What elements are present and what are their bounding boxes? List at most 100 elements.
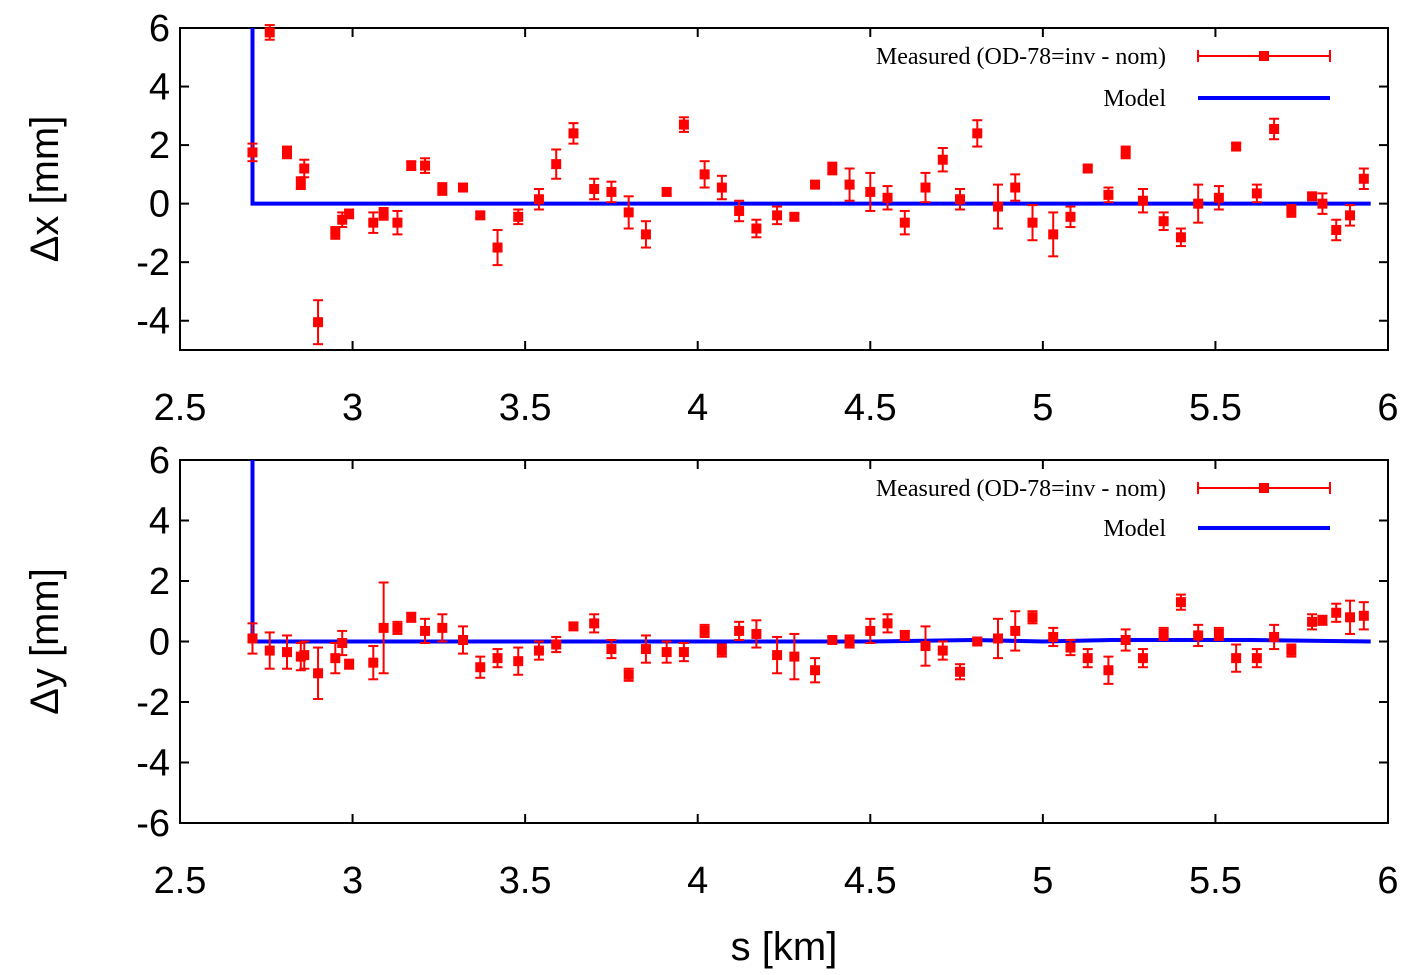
data-point — [1103, 665, 1114, 676]
data-point — [1269, 123, 1280, 134]
y-axis-label: Δx [mm] — [23, 116, 67, 263]
x-tick-label: 5.5 — [1189, 387, 1242, 429]
data-point — [406, 612, 417, 623]
data-point — [623, 669, 634, 680]
data-point — [1137, 653, 1148, 664]
data-point — [1286, 645, 1297, 656]
data-point — [406, 160, 417, 171]
data-point — [623, 207, 634, 218]
x-tick-label: 2.5 — [154, 387, 207, 429]
data-point — [751, 223, 762, 234]
data-point — [299, 163, 310, 174]
data-point — [589, 618, 600, 629]
data-point — [344, 208, 355, 219]
data-point — [368, 217, 379, 228]
panel-dy: 2.5 3 3.5 4 4.5 5 5.5 6 6 4 2 0 -2 -4 -6 Δy [mm] Measure… — [23, 440, 1399, 902]
data-point — [1103, 189, 1114, 200]
data-point — [568, 621, 579, 632]
data-point — [865, 186, 876, 197]
data-point — [1251, 188, 1262, 199]
data-point — [533, 645, 544, 656]
data-point — [772, 210, 783, 221]
data-point — [882, 618, 893, 629]
legend-label-model: Model — [1103, 86, 1166, 112]
data-point — [337, 638, 348, 649]
data-point — [247, 147, 258, 158]
data-point — [589, 184, 600, 194]
data-point — [678, 119, 689, 130]
data-point — [699, 169, 710, 180]
y-tick-label: 0 — [149, 622, 170, 664]
data-point — [551, 639, 562, 650]
y-tick-label: -4 — [136, 743, 170, 785]
x-tick-label: 3.5 — [499, 860, 552, 902]
data-point — [1175, 232, 1186, 243]
x-tick-label: 4.5 — [844, 387, 897, 429]
data-point — [1175, 597, 1186, 608]
data-point — [937, 154, 948, 165]
y-tick-label: -2 — [136, 242, 170, 284]
data-point — [1120, 634, 1131, 645]
x-tick-label: 5.5 — [1189, 860, 1242, 902]
y-tick-label: -2 — [136, 682, 170, 724]
data-point — [1193, 630, 1204, 641]
data-point — [533, 194, 544, 205]
data-point — [661, 186, 672, 197]
x-tick-label: 6 — [1377, 387, 1398, 429]
x-tick-label: 3 — [342, 860, 363, 902]
data-point — [281, 647, 292, 658]
data-point — [810, 179, 821, 190]
data-point — [1286, 205, 1297, 216]
data-point — [1158, 628, 1169, 639]
y-tick-label: -4 — [136, 301, 170, 343]
data-point — [1317, 615, 1328, 626]
data-point — [1307, 191, 1318, 202]
y-tick-label: 2 — [149, 561, 170, 603]
x-tick-label: 3.5 — [499, 387, 552, 429]
data-point — [992, 633, 1003, 644]
data-point — [827, 163, 838, 174]
x-tick-label: 6 — [1377, 860, 1398, 902]
data-point — [772, 650, 783, 661]
data-point — [844, 179, 855, 190]
y-tick-label: 2 — [149, 125, 170, 167]
y-axis-label: Δy [mm] — [23, 568, 67, 715]
data-point — [392, 622, 403, 633]
data-point — [264, 27, 275, 38]
x-tick-label: 2.5 — [154, 860, 207, 902]
data-point — [1065, 642, 1076, 653]
data-point — [475, 210, 486, 221]
data-point — [751, 628, 762, 639]
data-point — [378, 622, 389, 633]
x-tick-label: 3 — [342, 387, 363, 429]
data-point — [1213, 192, 1224, 203]
data-point — [420, 160, 431, 171]
data-point — [513, 211, 524, 222]
data-point — [1269, 631, 1280, 642]
data-point — [247, 633, 258, 644]
data-point — [844, 636, 855, 647]
data-point — [1082, 163, 1093, 174]
data-point — [1120, 147, 1131, 158]
data-point — [458, 634, 469, 645]
data-point — [640, 229, 651, 240]
data-point — [1231, 141, 1242, 152]
data-point — [661, 647, 672, 658]
model-line — [250, 28, 1371, 206]
data-point — [1307, 616, 1318, 627]
data-point — [475, 662, 486, 673]
panel-dx: 2.5 3 3.5 4 4.5 5 5.5 6 6 4 2 0 -2 -4 Δx [mm] Measured … — [23, 8, 1399, 429]
x-tick-label: 5 — [1032, 387, 1053, 429]
x-axis-label: s [km] — [731, 925, 838, 969]
data-point — [827, 634, 838, 645]
data-point — [344, 659, 355, 670]
data-point — [330, 227, 341, 238]
data-point — [937, 645, 948, 656]
data-point — [606, 644, 617, 655]
data-point — [810, 665, 821, 676]
data-point — [1158, 216, 1169, 227]
data-point — [972, 636, 983, 647]
y-tick-label: 4 — [149, 67, 170, 109]
data-point — [865, 625, 876, 636]
data-point — [606, 186, 617, 197]
